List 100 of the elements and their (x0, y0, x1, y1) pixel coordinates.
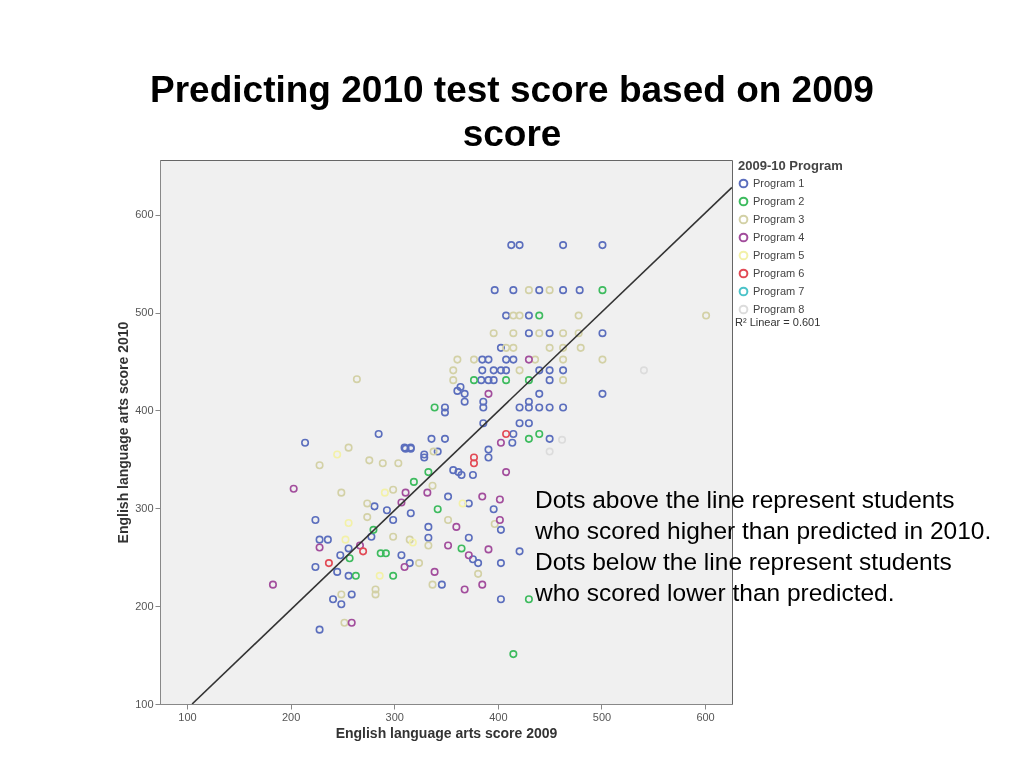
point (344, 443, 353, 452)
legend-label: Program 6 (753, 266, 805, 279)
point (380, 488, 389, 497)
point (428, 481, 437, 490)
point (452, 522, 461, 531)
point (351, 571, 360, 580)
point (469, 376, 479, 385)
point (375, 571, 384, 580)
point (458, 499, 467, 508)
text: R² Linear = 0.601 (735, 316, 821, 328)
point (337, 488, 346, 497)
point (376, 549, 385, 558)
x-tick-label: 200 (281, 710, 301, 723)
point (365, 456, 374, 465)
point (509, 650, 518, 659)
point (345, 554, 354, 563)
point (428, 580, 437, 589)
point (315, 461, 324, 470)
point (469, 355, 479, 364)
point (502, 343, 511, 352)
point (598, 286, 607, 295)
point (559, 329, 568, 338)
point (531, 355, 540, 364)
point (478, 492, 487, 501)
x-tick-label: 100 (178, 710, 197, 723)
point (460, 585, 469, 594)
point (268, 580, 277, 589)
legend-label: Program 2 (753, 194, 805, 207)
point (433, 505, 442, 514)
point (363, 513, 372, 522)
legend-label: Program 5 (753, 248, 805, 261)
point (515, 366, 524, 375)
point (545, 343, 554, 352)
point (598, 355, 607, 364)
point (495, 495, 504, 504)
point (397, 498, 406, 507)
point (535, 329, 544, 338)
point (545, 286, 554, 295)
point (524, 286, 533, 295)
point (502, 468, 511, 477)
point (352, 375, 361, 384)
point (389, 532, 398, 541)
x-tick-label: 300 (385, 710, 404, 723)
y-tick-label: 500 (135, 306, 154, 319)
point (524, 434, 533, 443)
point (502, 429, 511, 438)
point (535, 311, 544, 320)
point (430, 567, 439, 576)
point (464, 551, 473, 560)
point (576, 343, 585, 352)
point (574, 329, 583, 338)
y-tick-label: 100 (135, 697, 154, 710)
point (340, 618, 349, 627)
point (478, 580, 487, 589)
point (378, 459, 387, 468)
legend-title: 2009-10 Program (738, 158, 843, 173)
point (423, 488, 432, 497)
point (469, 459, 479, 468)
y-tick-label: 300 (135, 501, 154, 514)
point (337, 590, 346, 599)
point (324, 559, 333, 568)
point (515, 311, 524, 320)
legend-label: Program 1 (753, 176, 805, 189)
point (559, 355, 568, 364)
point (400, 562, 409, 572)
point (509, 329, 518, 338)
point (524, 376, 533, 385)
point (444, 516, 453, 525)
x-tick-label: 400 (489, 710, 508, 723)
point (449, 366, 458, 375)
chart-title: Predicting 2010 test score based on 2009 score (149, 68, 875, 156)
point (469, 453, 479, 462)
point (344, 518, 353, 528)
point (535, 429, 544, 438)
legend-label: Program 7 (753, 284, 805, 297)
point (574, 311, 583, 320)
point (369, 525, 378, 534)
x-tick-label: 500 (592, 710, 612, 723)
y-tick-label: 600 (135, 208, 154, 221)
point (333, 450, 342, 459)
point (429, 447, 438, 456)
point (702, 311, 711, 320)
x-tick-label: 600 (696, 710, 715, 723)
point (509, 311, 518, 320)
point (453, 355, 462, 364)
point (363, 499, 372, 508)
point (415, 559, 424, 568)
point (394, 459, 403, 468)
y-tick-label: 200 (135, 599, 154, 612)
point (559, 376, 568, 385)
point (489, 329, 498, 338)
point (524, 355, 533, 364)
point (409, 477, 418, 486)
point (524, 595, 533, 604)
point (430, 403, 439, 412)
point (341, 535, 350, 544)
point (484, 389, 493, 398)
point (559, 343, 568, 352)
point (401, 488, 410, 497)
point (490, 519, 499, 528)
